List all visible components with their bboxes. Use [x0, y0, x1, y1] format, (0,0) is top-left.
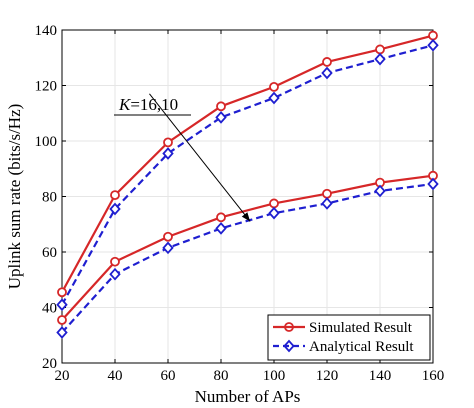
data-point-simulated-result-k16 [322, 57, 332, 67]
y-tick-label: 60 [42, 245, 57, 261]
x-tick-label: 120 [316, 368, 339, 384]
x-tick-label: 40 [108, 368, 123, 384]
annotation-arrow [149, 93, 251, 222]
y-tick-label: 20 [42, 356, 57, 372]
data-point-simulated-result-k16 [57, 287, 67, 298]
data-point-simulated-result-k16 [216, 101, 226, 112]
data-point-analytical-result-k16 [109, 202, 121, 216]
y-axis-ticks: 20 40 60 80 100 120 140 [35, 23, 433, 372]
series-line-simulated-result-k10 [61, 174, 434, 321]
data-point-analytical-result-k10 [427, 177, 439, 191]
data-point-simulated-result-k16 [375, 44, 385, 55]
legend-analytical-label: Analytical Result [309, 339, 414, 355]
data-point-analytical-result-k10 [109, 267, 121, 281]
data-point-analytical-result-k16 [162, 147, 174, 160]
data-point-analytical-result-k10 [162, 241, 174, 255]
legend-entry-analytical: Analytical Result [273, 339, 414, 355]
data-point-simulated-result-k16 [428, 30, 438, 41]
x-tick-label: 140 [369, 368, 392, 384]
data-point-simulated-result-k16 [163, 137, 173, 148]
data-point-simulated-result-k10 [163, 231, 173, 242]
annotation-label: K=16,10 [118, 95, 178, 114]
data-point-simulated-result-k10 [269, 198, 279, 209]
annotation-k-letter: K [118, 95, 132, 114]
y-tick-label: 80 [42, 190, 57, 206]
data-point-simulated-result-k10 [57, 315, 67, 325]
data-point-simulated-result-k10 [216, 212, 226, 223]
x-tick-label: 80 [214, 368, 229, 384]
legend-box [267, 314, 431, 361]
y-tick-label: 40 [42, 301, 57, 317]
y-tick-label: 140 [35, 23, 58, 39]
series-line-simulated-result-k16 [61, 34, 434, 293]
data-point-analytical-result-k16 [374, 52, 386, 66]
x-axis-ticks: 20 40 60 80 100 120 140 160 [55, 30, 445, 384]
series-markers [56, 30, 439, 339]
data-point-analytical-result-k16 [215, 111, 227, 124]
x-tick-label: 160 [422, 368, 445, 384]
legend-analytical-marker [283, 339, 295, 353]
data-point-simulated-result-k16 [269, 81, 279, 92]
y-tick-label: 100 [35, 134, 58, 150]
data-point-simulated-result-k10 [322, 188, 332, 199]
annotation-k-values: =16,10 [130, 95, 178, 114]
series-line-analytical-result-k10 [61, 182, 434, 334]
legend-simulated-marker [284, 322, 294, 332]
series-line-analytical-result-k16 [61, 44, 434, 306]
legend: Simulated Result Analytical Result [267, 314, 431, 361]
data-point-analytical-result-k10 [374, 184, 386, 198]
x-tick-label: 100 [263, 368, 286, 384]
annotation-arrowhead [241, 212, 251, 222]
data-point-analytical-result-k16 [321, 66, 333, 80]
data-point-analytical-result-k10 [321, 197, 333, 210]
data-point-analytical-result-k16 [268, 91, 280, 105]
data-point-analytical-result-k16 [56, 298, 68, 312]
data-point-analytical-result-k10 [215, 222, 227, 235]
x-axis-label: Number of APs [195, 387, 301, 406]
data-point-analytical-result-k10 [56, 326, 68, 339]
data-point-simulated-result-k16 [110, 190, 120, 201]
data-point-simulated-result-k10 [110, 256, 120, 267]
series-lines [61, 34, 434, 334]
x-tick-label: 20 [55, 368, 70, 384]
data-point-analytical-result-k16 [427, 38, 439, 52]
y-tick-label: 120 [35, 79, 58, 95]
y-axis-label: Uplink sum rate (bits/s/Hz) [5, 104, 24, 290]
data-point-analytical-result-k10 [268, 206, 280, 220]
x-tick-label: 60 [161, 368, 176, 384]
legend-simulated-label: Simulated Result [309, 320, 413, 336]
legend-entry-simulated: Simulated Result [273, 320, 413, 336]
